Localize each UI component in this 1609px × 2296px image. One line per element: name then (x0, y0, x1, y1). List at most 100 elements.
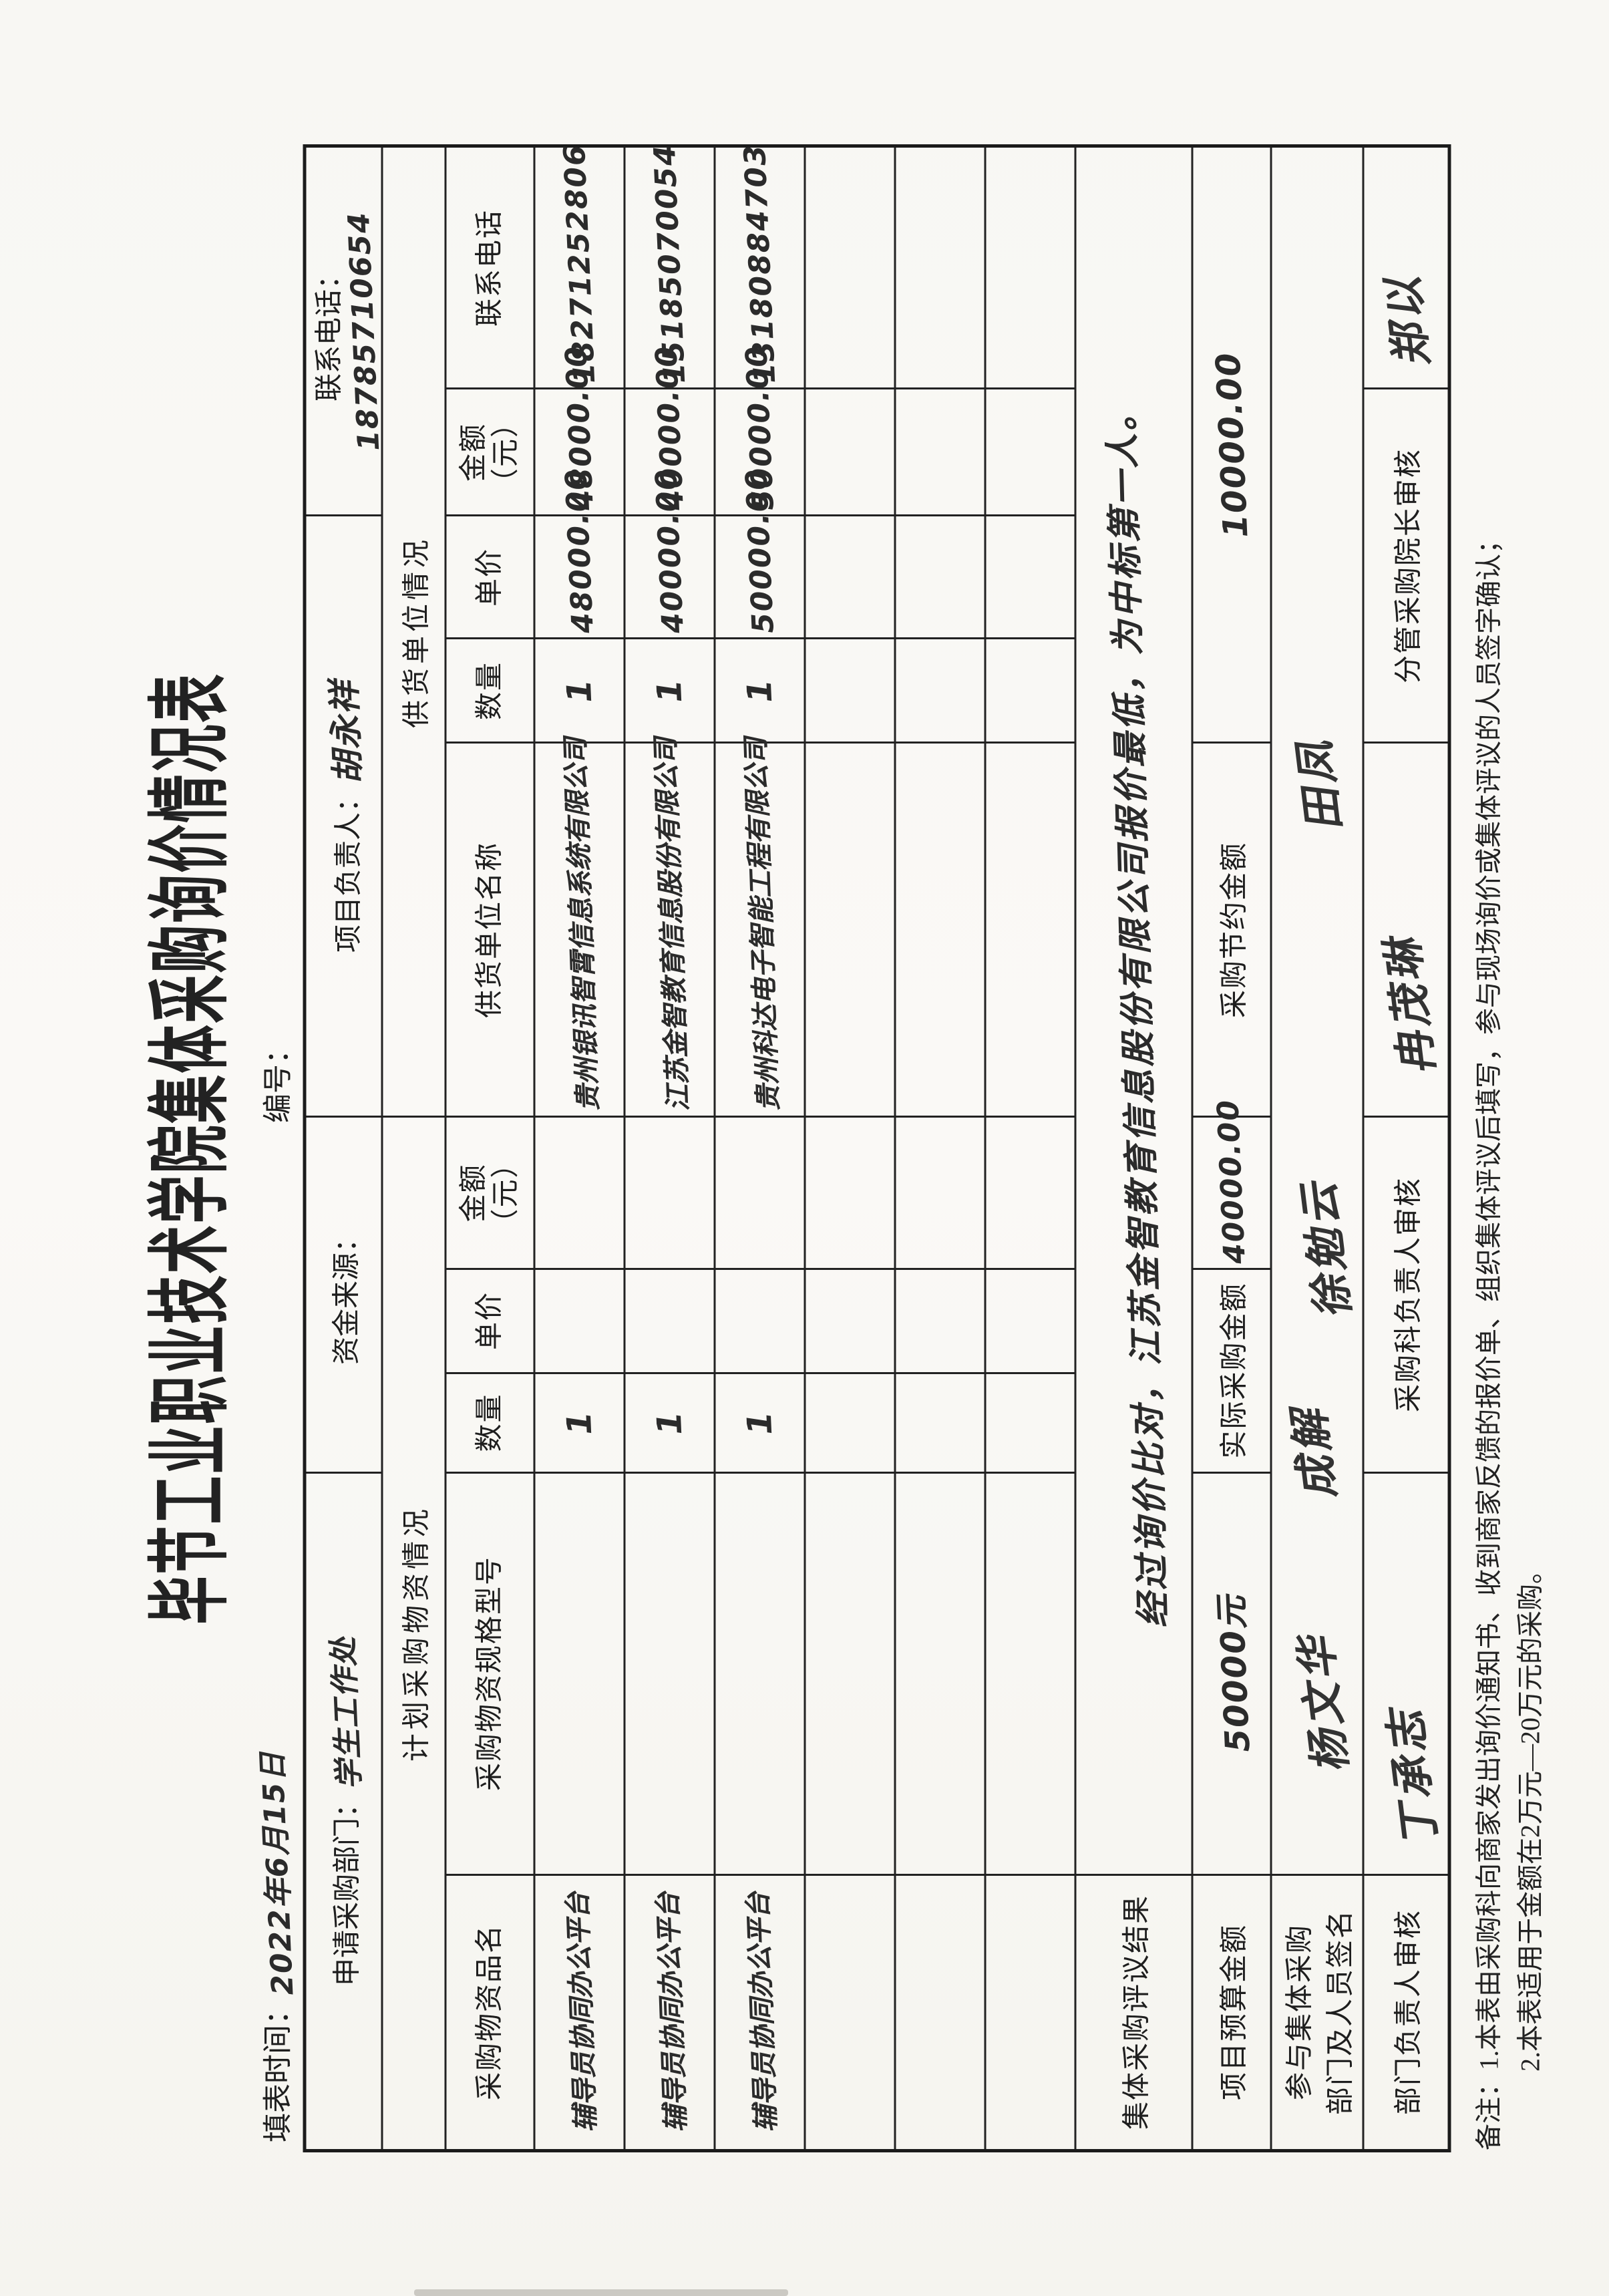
signature: 杨文华 (1290, 1629, 1357, 1776)
empty-row (894, 146, 985, 2150)
actual-amount-value-cell: 40000.00 (1192, 1098, 1271, 1269)
col-contact-phone: 联系电话 (445, 146, 534, 389)
procurement-inquiry-form: 毕节工业职业技术学院集体采购询价情况表 填表时间：2022年6月15日 编号： … (68, 86, 1545, 2210)
supplier-price-cell: 50000.00 (714, 468, 805, 639)
saving-amount-value-cell: 10000.00 (1192, 146, 1271, 743)
supplier-qty-cell: 1 (714, 638, 805, 743)
col-amount-supplier-line2: （元） (490, 407, 521, 496)
item-name-cell: 辅导员协同办公平台 (534, 1874, 624, 2150)
approval-row: 部门负责人审核 丁承志 采购科负责人审核 冉茂琳 分管采购院长审核 郑以 (1363, 146, 1449, 2150)
column-header-row: 采购物资品名 采购物资规格型号 数量 单价 金额 （元） 供货单位名称 数量 单… (445, 146, 534, 2150)
supplier-phone-cell: 15185070054 (624, 143, 715, 389)
col-amount-plan-line2: （元） (490, 1148, 521, 1237)
plan-price-cell (714, 1268, 805, 1373)
supplier-name-cell: 贵州科达电子智能工程有限公司 (714, 737, 805, 1117)
plan-qty-cell: 1 (714, 1372, 805, 1472)
supplier-group-header: 供货单位情况 (381, 146, 445, 1117)
review-content-cell: 经过询价比对，江苏金智教育信息股份有限公司报价最低，为中标第一人。 (1075, 146, 1192, 1874)
signature: 成解 (1284, 1402, 1345, 1502)
signature: 冉茂琳 (1377, 932, 1444, 1078)
remarks-text1: 1.本表由采购科向商家发出询价通知书、收到商家反馈的报价单、组织集体评议后填写，… (1473, 526, 1503, 2070)
remarks-line1: 备注：1.本表由采购科向商家发出询价通知书、收到商家反馈的报价单、组织集体评议后… (1468, 146, 1509, 2150)
review-content-handwritten: 经过询价比对，江苏金智教育信息股份有限公司报价最低，为中标第一人。 (1101, 392, 1174, 1628)
spec-cell (714, 1472, 805, 1874)
empty-row (985, 146, 1075, 2150)
actual-amount-handwritten: 40000.00 (1210, 1097, 1252, 1265)
plan-amount-cell (624, 1116, 715, 1269)
spec-cell (534, 1472, 624, 1874)
budget-amount-handwritten: 50000元 (1211, 1593, 1257, 1753)
spec-cell (624, 1472, 715, 1874)
col-unit-price-plan: 单价 (445, 1268, 534, 1373)
group-header-row: 计划采购物资情况 供货单位情况 (381, 146, 445, 2150)
supplier-qty-cell: 1 (534, 638, 624, 743)
signature: 田凤 (1289, 734, 1351, 834)
plan-group-header: 计划采购物资情况 (381, 1116, 445, 2150)
purchase-approval-label: 采购科负责人审核 (1363, 1116, 1449, 1472)
table-row: 辅导员协同办公平台 1 贵州科达电子智能工程有限公司 1 50000.00 50… (714, 143, 805, 2150)
plan-amount-cell (534, 1116, 624, 1269)
item-name-cell: 辅导员协同办公平台 (624, 1874, 715, 2150)
supplier-amount-cell: 40000.00 (624, 345, 715, 516)
signature: 郑以 (1377, 271, 1439, 370)
apply-dept-cell: 申请采购部门：学生工作处 (304, 1472, 382, 2150)
dean-approval-sign-cell: 郑以 (1363, 146, 1449, 389)
supplier-name-cell: 江苏金智教育信息股份有限公司 (624, 737, 715, 1117)
col-amount-plan-line1: 金额 (458, 1163, 489, 1222)
review-label: 集体采购评议结果 (1075, 1874, 1192, 2150)
dept-approval-sign-cell: 丁承志 (1363, 1472, 1449, 1874)
signature: 丁承志 (1380, 1703, 1447, 1849)
contact-phone-value-handwritten: 18785710654 (341, 210, 386, 452)
col-item-name: 采购物资品名 (445, 1874, 534, 2150)
plan-price-cell (624, 1268, 715, 1373)
procurement-table: 申请采购部门：学生工作处 资金来源： 项目负责人：胡永祥 联系电话：187857… (303, 143, 1451, 2152)
saving-amount-handwritten: 10000.00 (1208, 351, 1255, 538)
purchase-approval-sign-cell: 冉茂琳 (1363, 742, 1449, 1117)
dean-approval-label: 分管采购院长审核 (1363, 388, 1449, 743)
participants-label-line1: 参与集体采购 (1284, 1923, 1315, 2100)
contact-phone-cell: 联系电话：18785710654 (304, 146, 386, 516)
review-row: 集体采购评议结果 经过询价比对，江苏金智教育信息股份有限公司报价最低，为中标第一… (1075, 146, 1192, 2150)
participants-signature-row: 参与集体采购 部门及人员签名 杨文华 成解 徐勉云 田凤 (1270, 146, 1363, 2150)
supplier-price-cell: 40000.00 (624, 468, 715, 639)
fill-date-value-handwritten: 2022年6月15日 (255, 1750, 300, 1996)
signature: 徐勉云 (1293, 1175, 1360, 1321)
budget-amount-value-cell: 50000元 (1192, 1472, 1271, 1874)
budget-amount-label: 项目预算金额 (1192, 1874, 1271, 2150)
project-leader-cell: 项目负责人：胡永祥 (304, 515, 382, 1117)
supplier-price-cell: 48000.00 (534, 468, 624, 639)
remarks-label: 备注： (1473, 2070, 1503, 2150)
supplier-name-cell: 贵州银讯智霄信息系统有限公司 (534, 737, 624, 1117)
col-qty-supplier: 数量 (445, 638, 534, 743)
col-spec-model: 采购物资规格型号 (445, 1472, 534, 1874)
form-title: 毕节工业职业技术学院集体采购询价情况表 (145, 86, 237, 2210)
participants-signatures-cell: 杨文华 成解 徐勉云 田凤 (1270, 146, 1363, 1874)
col-amount-supplier-line1: 金额 (458, 422, 489, 482)
dept-approval-label: 部门负责人审核 (1363, 1874, 1449, 2150)
fill-date-label: 填表时间： (261, 1995, 294, 2142)
serial-number-label: 编号： (261, 1034, 294, 1123)
supplier-phone-cell: 18271252806 (534, 143, 624, 389)
remarks-line2: 2.本表适用于金额在2万元—20万元的采购。 (1515, 1556, 1545, 2072)
fund-source-label: 资金来源： (331, 1224, 362, 1365)
apply-dept-value-handwritten: 学生工作处 (326, 1635, 367, 1790)
plan-qty-cell: 1 (624, 1372, 715, 1472)
col-supplier-name: 供货单位名称 (445, 742, 534, 1117)
plan-price-cell (534, 1268, 624, 1373)
col-qty-plan: 数量 (445, 1372, 534, 1472)
remarks-block: 备注：1.本表由采购科向商家发出询价通知书、收到商家反馈的报价单、组织集体评议后… (1468, 146, 1551, 2150)
project-leader-label: 项目负责人： (333, 784, 364, 953)
supplier-amount-cell: 48000.00 (534, 345, 624, 516)
scan-edge-shadow (414, 2289, 788, 2296)
apply-dept-label: 申请采购部门： (332, 1789, 363, 1986)
table-row: 辅导员协同办公平台 1 江苏金智教育信息股份有限公司 1 40000.00 40… (624, 143, 715, 2150)
empty-row (804, 146, 895, 2150)
participants-label-cell: 参与集体采购 部门及人员签名 (1270, 1874, 1363, 2150)
fill-date: 填表时间：2022年6月15日 (253, 1750, 300, 2142)
table-row: 辅导员协同办公平台 1 贵州银讯智霄信息系统有限公司 1 48000.00 48… (534, 143, 624, 2150)
supplier-qty-cell: 1 (624, 638, 715, 743)
saving-amount-label: 采购节约金额 (1192, 742, 1271, 1117)
form-title-text: 毕节工业职业技术学院集体采购询价情况表 (144, 672, 237, 1625)
supplier-amount-cell: 50000.00 (714, 345, 805, 516)
